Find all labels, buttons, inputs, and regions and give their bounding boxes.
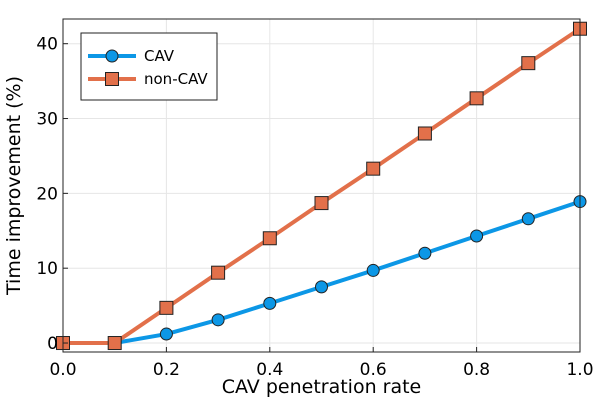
data-point-cav [263, 296, 277, 310]
series-line-cav [63, 199, 581, 346]
legend-label-cav: CAV [144, 47, 175, 65]
y-tick-label: 20 [36, 184, 58, 204]
y-axis-label: Time improvement (%) [3, 76, 25, 296]
legend-label-non-cav: non-CAV [144, 70, 208, 88]
data-point-non-cav [314, 196, 329, 211]
x-tick-label: 1.0 [566, 360, 593, 380]
data-point-cav [470, 229, 484, 243]
y-tick-label: 40 [36, 35, 58, 55]
data-point-cav [315, 280, 328, 294]
y-tick-label: 0 [47, 334, 58, 354]
x-tick-label: 0.6 [360, 360, 387, 380]
y-tick-label: 10 [36, 259, 58, 279]
x-tick-label: 0.4 [256, 360, 283, 380]
data-point-non-cav [159, 300, 174, 315]
data-point-non-cav [521, 56, 536, 71]
plot-frame [62, 18, 581, 353]
legend-box [80, 32, 218, 101]
data-point-cav [159, 327, 173, 341]
data-point-non-cav [469, 91, 484, 106]
x-tick-label: 0.0 [49, 360, 76, 380]
tick-labels: 0.0 0.2 0.4 0.6 0.8 1.0 0 10 20 30 40 [36, 35, 593, 380]
data-point-cav [521, 212, 535, 226]
x-tick-label: 0.2 [153, 360, 180, 380]
data-point-cav [366, 263, 380, 277]
data-point-cav [211, 313, 225, 327]
data-point-non-cav [262, 231, 277, 246]
data-point-cav [418, 246, 432, 260]
legend: CAV non-CAV [80, 32, 218, 101]
x-tick-label: 0.8 [463, 360, 490, 380]
data-point-non-cav [107, 336, 122, 351]
data-point-non-cav [366, 161, 381, 176]
legend-marker-non-cav [105, 72, 119, 86]
series-layer [56, 21, 587, 351]
x-axis-label: CAV penetration rate [222, 376, 422, 398]
data-point-non-cav [417, 126, 432, 141]
legend-marker-cav [105, 49, 119, 63]
data-point-non-cav [211, 265, 226, 280]
y-tick-label: 30 [36, 110, 58, 130]
